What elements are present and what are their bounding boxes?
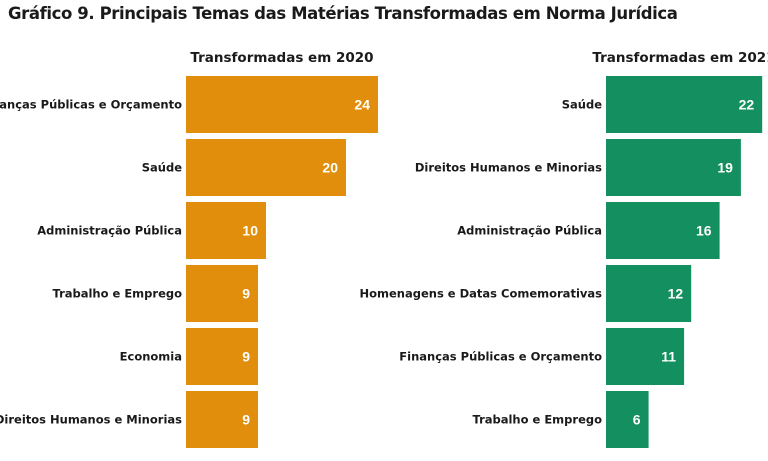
category-label: Saúde (142, 161, 182, 175)
bar (606, 76, 763, 133)
bar (186, 265, 258, 322)
bar (186, 328, 258, 385)
category-label: Economia (120, 350, 182, 364)
category-label: Direitos Humanos e Minorias (415, 161, 602, 175)
category-label: Direitos Humanos e Minorias (0, 413, 182, 427)
category-label: Homenagens e Datas Comemorativas (359, 287, 602, 301)
data-label: 9 (242, 412, 250, 428)
category-label: Saúde (562, 98, 602, 112)
data-label: 11 (661, 349, 676, 365)
data-label: 12 (668, 286, 684, 302)
category-label: Trabalho e Emprego (52, 287, 182, 301)
bar (606, 265, 692, 322)
panel-title: Transformadas em 2020 (190, 50, 373, 66)
bar (606, 139, 741, 196)
bar (186, 76, 378, 133)
data-label: 10 (242, 223, 258, 239)
category-label: Administração Pública (457, 224, 602, 238)
data-label: 9 (242, 286, 250, 302)
data-label: 24 (354, 97, 370, 113)
category-label: Finanças Públicas e Orçamento (399, 350, 602, 364)
chart-title: Gráfico 9. Principais Temas das Matérias… (8, 4, 678, 23)
data-label: 22 (739, 97, 755, 113)
bar (606, 202, 720, 259)
category-label: Administração Pública (37, 224, 182, 238)
bar (186, 202, 266, 259)
data-label: 19 (717, 160, 733, 176)
data-label: 16 (696, 223, 712, 239)
data-label: 20 (322, 160, 338, 176)
bar (186, 139, 346, 196)
bar (186, 391, 258, 448)
panel-title: Transformadas em 2021 (592, 50, 768, 66)
bar (606, 328, 685, 385)
data-label: 9 (242, 349, 250, 365)
category-label: Finanças Públicas e Orçamento (0, 98, 182, 112)
category-label: Trabalho e Emprego (472, 413, 602, 427)
data-label: 6 (633, 412, 641, 428)
bar (606, 391, 649, 448)
